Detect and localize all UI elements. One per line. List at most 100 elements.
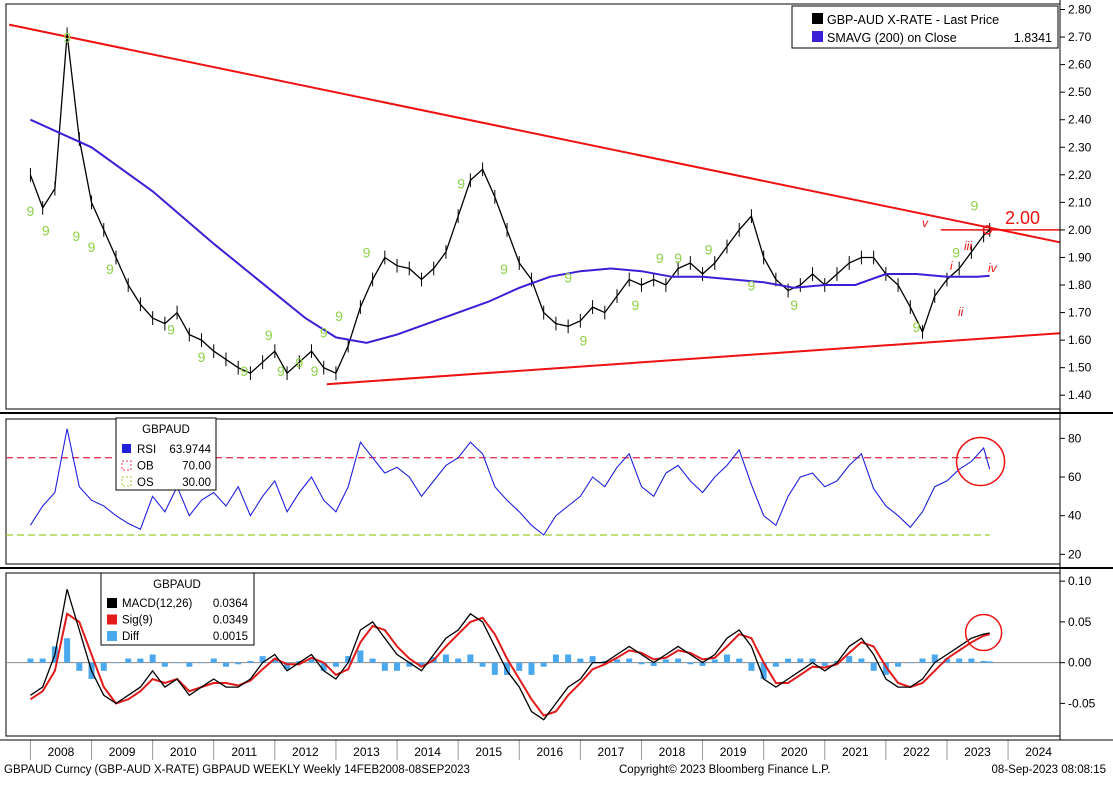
td-count-label: 9: [88, 239, 96, 255]
macd-diff-bar: [381, 662, 388, 671]
legend-label-sma: SMAVG (200) on Close: [827, 31, 957, 45]
macd-diff-bar: [968, 658, 975, 663]
price-legend: GBP-AUD X-RATE - Last Price SMAVG (200) o…: [791, 5, 1059, 49]
rsi-legend-title: GBPAUD: [142, 424, 190, 436]
legend-swatch-sma: [812, 31, 823, 42]
rsi-legend-label: OB: [137, 461, 154, 473]
wave-label-v: v: [922, 216, 929, 230]
macd-diff-bar: [491, 662, 498, 675]
macd-diff-bar: [369, 658, 376, 663]
td-count-label: 9: [656, 250, 664, 266]
macd-diff-bar: [809, 658, 816, 663]
footer-copyright-text: Copyright© 2023 Bloomberg Finance L.P.: [619, 764, 831, 776]
macd-diff-bar: [821, 662, 828, 666]
td-count-label: 9: [320, 324, 328, 340]
y-tick-label: 2.40: [1068, 113, 1092, 127]
macd-legend-swatch: [107, 631, 117, 641]
td-count-label: 9: [295, 355, 303, 371]
macd-diff-bar: [736, 658, 743, 663]
x-tick-label: 2020: [781, 745, 808, 759]
wave-label-iv: iv: [988, 261, 998, 275]
td-count-label: 9: [580, 333, 588, 349]
macd-diff-bar: [308, 659, 315, 663]
macd-legend-label: Sig(9): [122, 615, 153, 627]
y-tick-label: 1.50: [1068, 361, 1092, 375]
macd-diff-bar: [137, 658, 144, 663]
td-count-label: 9: [277, 363, 285, 379]
macd-diff-bar: [907, 662, 914, 664]
macd-diff-bar: [748, 662, 755, 671]
macd-legend-title: GBPAUD: [153, 579, 201, 591]
footer: GBPAUD Curncy (GBP-AUD X-RATE) GBPAUD WE…: [4, 764, 1106, 776]
macd-diff-bar: [222, 662, 229, 667]
td-count-label: 9: [913, 319, 921, 335]
x-tick-label: 2024: [1025, 745, 1052, 759]
legend-swatch-price: [812, 13, 823, 24]
td-count-label: 9: [363, 244, 371, 260]
macd-diff-bar: [760, 662, 767, 679]
price-panel: 1.40 1.50 1.60 1.70 1.80 1.90 2.00 2.10 2.20 2.30…: [5, 3, 1092, 410]
level-marker-circle: [982, 225, 993, 235]
macd-diff-bar: [39, 658, 46, 663]
y-tick-label: 1.70: [1068, 306, 1092, 320]
macd-diff-bar: [479, 662, 486, 667]
macd-diff-bar: [406, 662, 413, 667]
macd-diff-bar: [882, 662, 889, 675]
macd-diff-bar: [528, 662, 535, 675]
wave-label-ii: ii: [958, 305, 964, 319]
td-count-label: 9: [311, 363, 319, 379]
macd-diff-bar: [442, 654, 449, 663]
macd-diff-bar: [931, 654, 938, 663]
price-line: [29, 34, 991, 375]
macd-diff-bar: [516, 662, 523, 671]
lower-trendline: [326, 332, 1061, 386]
y-tick-label: 1.80: [1068, 278, 1092, 292]
macd-diff-bar: [565, 654, 572, 663]
x-tick-label: 2022: [903, 745, 930, 759]
macd-diff-bar: [638, 662, 645, 665]
td-count-label: 9: [27, 203, 35, 219]
td-count-label: 9: [335, 308, 343, 324]
y-tick-label: 2.10: [1068, 195, 1092, 209]
x-tick-label: 2018: [659, 745, 686, 759]
y-tick-label: 60: [1068, 470, 1082, 484]
td-count-label: 9: [42, 222, 50, 238]
x-tick-label: 2015: [475, 745, 502, 759]
rsi-legend-label: OS: [137, 477, 154, 489]
td-count-label: 9: [500, 261, 508, 277]
macd-diff-bar: [27, 658, 34, 663]
y-tick-label: 2.20: [1068, 168, 1092, 182]
legend-swatch-ob: [121, 460, 132, 471]
rsi-line: [29, 428, 991, 536]
td-count-label: 9: [106, 261, 114, 277]
macd-diff-bar: [259, 656, 266, 663]
macd-diff-bar: [650, 662, 657, 666]
y-tick-label: 0.10: [1068, 574, 1092, 588]
y-tick-label: 2.00: [1068, 223, 1092, 237]
macd-legend-label: MACD(12,26): [122, 598, 192, 610]
legend-swatch-rsi: [122, 444, 131, 453]
price-legend-box: [791, 5, 1059, 49]
legend-label-price: GBP-AUD X-RATE - Last Price: [827, 13, 999, 27]
x-tick-label: 2013: [353, 745, 380, 759]
y-tick-label: 2.60: [1068, 58, 1092, 72]
macd-diff-bar: [723, 654, 730, 663]
macd-diff-bar: [394, 662, 401, 671]
y-tick-label: 2.50: [1068, 85, 1092, 99]
macd-diff-bar: [161, 662, 168, 667]
macd-diff-bar: [540, 662, 547, 667]
macd-diff-bar: [687, 662, 694, 665]
macd-diff-bar: [174, 662, 181, 664]
macd-diff-bar: [345, 656, 352, 663]
y-tick-label: 1.40: [1068, 388, 1092, 402]
td-count-label: 9: [971, 198, 979, 214]
macd-diff-bar: [577, 658, 584, 663]
y-tick-label: 1.90: [1068, 250, 1092, 264]
macd-diff-bar: [858, 658, 865, 663]
macd-legend-value: 0.0364: [213, 598, 249, 610]
level-annotation: 2.00: [1005, 208, 1040, 228]
macd-legend-swatch: [107, 614, 117, 625]
macd-diff-bar: [797, 658, 804, 663]
macd-diff-bar: [662, 659, 669, 663]
